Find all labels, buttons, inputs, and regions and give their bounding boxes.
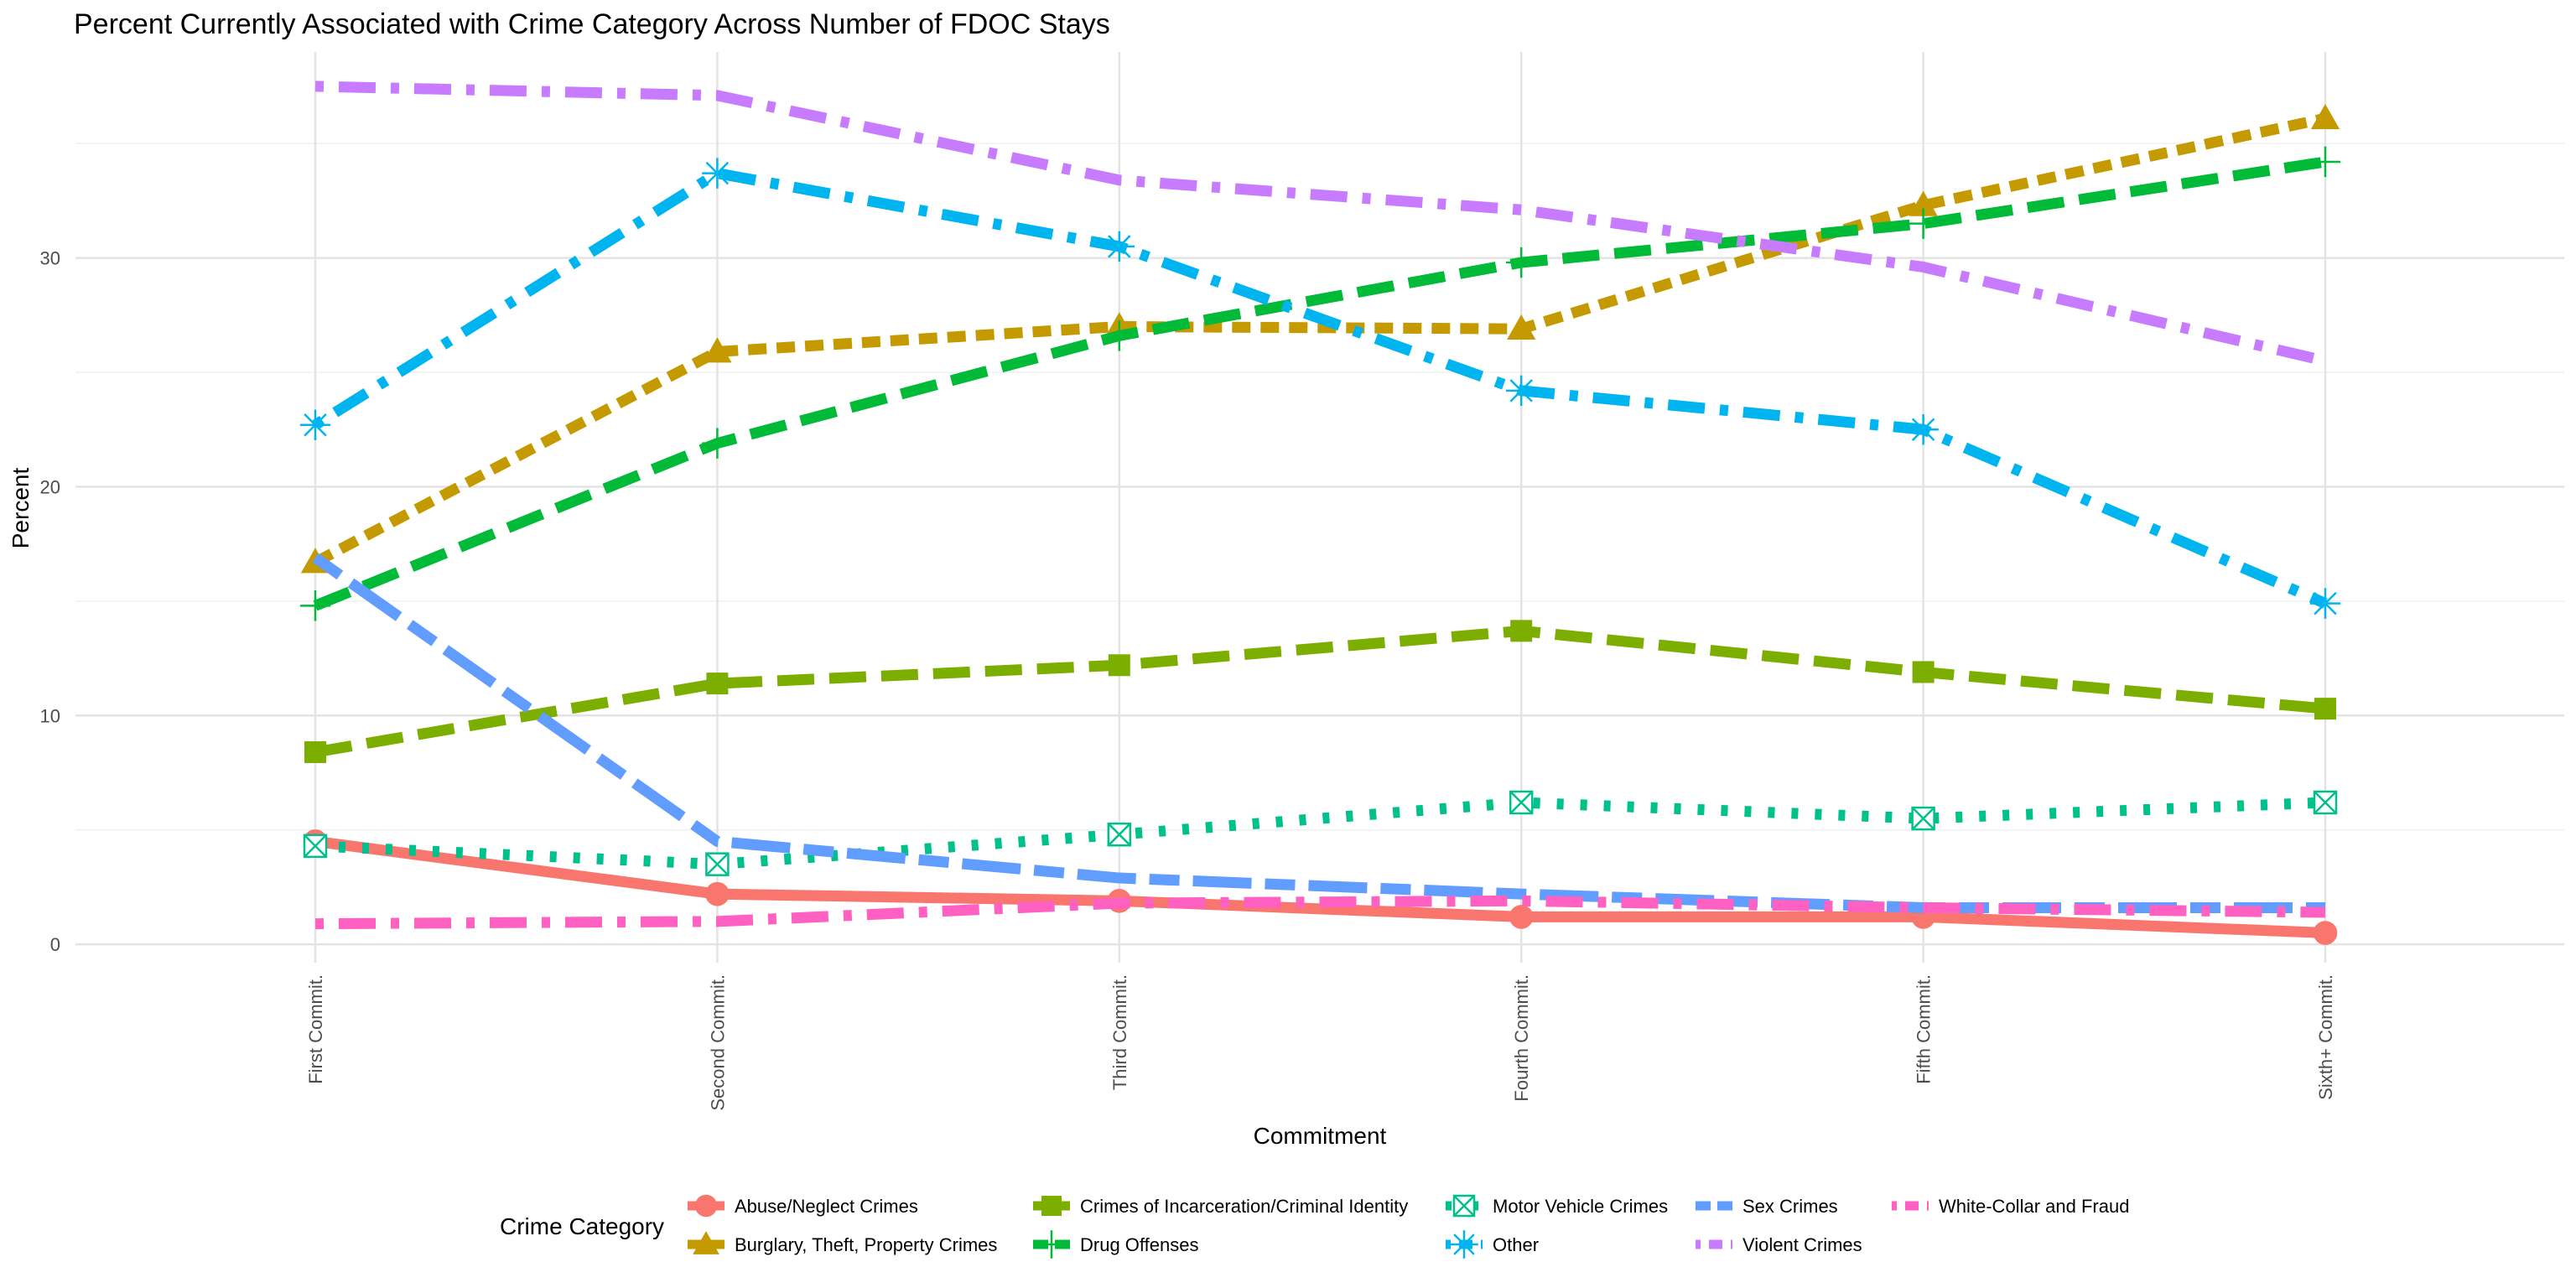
x-tick-label: First Commit. <box>305 974 326 1084</box>
data-point <box>2313 790 2338 815</box>
legend-label: White-Collar and Fraud <box>1939 1196 2129 1217</box>
data-point <box>1908 208 1939 239</box>
data-point <box>1509 905 1534 929</box>
series-group <box>314 80 2327 366</box>
data-point <box>1506 247 1537 278</box>
legend-item: Motor Vehicle Crimes <box>1446 1194 1668 1218</box>
data-point <box>2309 146 2341 178</box>
x-tick-label: Fourth Commit. <box>1511 974 1532 1102</box>
series-line <box>314 797 2326 870</box>
x-tick-label: Second Commit. <box>707 974 728 1111</box>
series-group <box>303 790 2338 876</box>
y-tick-label: 0 <box>50 934 60 955</box>
legend-label: Violent Crimes <box>1742 1234 1862 1255</box>
data-point <box>2314 698 2336 720</box>
x-tick-label: Fifth Commit. <box>1914 974 1935 1084</box>
series-line <box>309 835 2331 939</box>
data-point <box>1509 790 1534 815</box>
data-point <box>1104 320 1135 351</box>
data-point <box>304 740 326 763</box>
data-point <box>1912 661 1935 683</box>
data-point <box>694 1194 718 1218</box>
legend-label: Sex Crimes <box>1742 1196 1838 1217</box>
data-point <box>702 428 733 459</box>
data-point <box>1107 822 1132 847</box>
y-tick-label: 20 <box>40 476 60 497</box>
data-point <box>1450 1230 1478 1259</box>
series-group <box>312 553 2325 914</box>
data-point <box>1911 806 1935 831</box>
data-point <box>303 834 328 859</box>
data-point <box>693 1231 719 1254</box>
series-line <box>312 168 2328 609</box>
chart-title: Percent Currently Associated with Crime … <box>74 8 1110 40</box>
data-point <box>1037 1230 1066 1259</box>
plot-panel: 0 10 20 30 First Commit. Second Commit. Third … <box>40 52 2564 1111</box>
y-axis-title: Percent <box>8 468 34 549</box>
series-group <box>304 620 2336 763</box>
data-point <box>706 673 729 695</box>
data-point <box>1908 414 1939 445</box>
series-line <box>312 112 2327 568</box>
legend-item: Violent Crimes <box>1696 1234 1862 1255</box>
data-point <box>1909 190 1938 216</box>
data-point <box>1506 375 1537 407</box>
legend-item: Abuse/Neglect Crimes <box>688 1194 918 1218</box>
data-point <box>1108 654 1130 677</box>
data-point <box>702 158 733 189</box>
legend-label: Other <box>1493 1234 1539 1255</box>
x-tick-label: Sixth+ Commit. <box>2315 974 2336 1100</box>
series-group <box>299 146 2341 621</box>
data-point <box>2309 588 2341 619</box>
data-point <box>1104 231 1135 262</box>
data-point <box>703 337 732 363</box>
data-point <box>299 590 331 621</box>
y-tick-label: 10 <box>40 705 60 726</box>
legend-item: Other <box>1446 1230 1539 1259</box>
series-line <box>314 80 2327 366</box>
series-group <box>314 895 2326 930</box>
data-point <box>1041 1196 1062 1216</box>
x-tick-label: Third Commit. <box>1109 974 1130 1090</box>
data-point <box>2313 921 2338 945</box>
data-point <box>705 852 730 876</box>
series-group <box>300 103 2340 574</box>
legend-item: Crimes of Incarceration/Criminal Identit… <box>1033 1196 1408 1217</box>
y-tick-label: 30 <box>40 248 60 269</box>
series-group <box>299 158 2341 619</box>
legend-label: Abuse/Neglect Crimes <box>735 1196 918 1217</box>
series-line <box>313 156 2326 611</box>
legend-label: Drug Offenses <box>1080 1234 1198 1255</box>
series-line <box>312 553 2325 914</box>
data-point <box>1507 314 1536 340</box>
x-axis-title: Commitment <box>1254 1123 1387 1149</box>
data-point <box>705 881 730 906</box>
data-point <box>299 409 331 440</box>
data-point <box>1452 1194 1476 1218</box>
data-point <box>1510 620 1533 642</box>
legend-item: Burglary, Theft, Property Crimes <box>688 1231 997 1255</box>
legend-label: Burglary, Theft, Property Crimes <box>735 1234 997 1255</box>
legend-label: Crimes of Incarceration/Criminal Identit… <box>1080 1196 1408 1217</box>
legend: Crime Category Abuse/Neglect Crimes Burgl… <box>500 1194 2129 1259</box>
series-line <box>314 625 2326 758</box>
legend-label: Motor Vehicle Crimes <box>1493 1196 1668 1217</box>
legend-item: Sex Crimes <box>1696 1196 1838 1217</box>
legend-title: Crime Category <box>500 1213 664 1239</box>
series-line <box>314 895 2326 930</box>
data-point <box>2310 103 2340 130</box>
legend-item: Drug Offenses <box>1033 1230 1198 1259</box>
legend-item: White-Collar and Fraud <box>1892 1196 2129 1217</box>
